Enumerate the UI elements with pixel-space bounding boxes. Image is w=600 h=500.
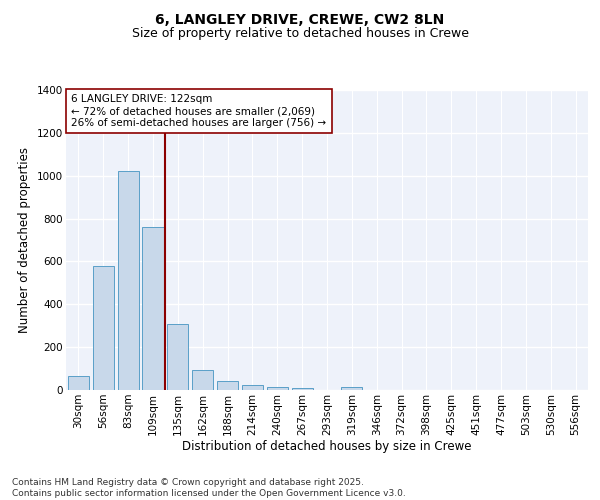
Bar	[192, 370, 213, 390]
Text: 6 LANGLEY DRIVE: 122sqm
← 72% of detached houses are smaller (2,069)
26% of semi: 6 LANGLEY DRIVE: 122sqm ← 72% of detache…	[71, 94, 326, 128]
Bar	[341, 388, 362, 390]
Bar	[142, 227, 164, 390]
Bar	[217, 381, 238, 390]
Text: Size of property relative to detached houses in Crewe: Size of property relative to detached ho…	[131, 28, 469, 40]
Text: Contains HM Land Registry data © Crown copyright and database right 2025.
Contai: Contains HM Land Registry data © Crown c…	[12, 478, 406, 498]
Text: 6, LANGLEY DRIVE, CREWE, CW2 8LN: 6, LANGLEY DRIVE, CREWE, CW2 8LN	[155, 12, 445, 26]
Bar	[292, 388, 313, 390]
X-axis label: Distribution of detached houses by size in Crewe: Distribution of detached houses by size …	[182, 440, 472, 454]
Bar	[267, 387, 288, 390]
Y-axis label: Number of detached properties: Number of detached properties	[19, 147, 31, 333]
Bar	[93, 266, 114, 390]
Bar	[68, 376, 89, 390]
Bar	[118, 172, 139, 390]
Bar	[167, 324, 188, 390]
Bar	[242, 386, 263, 390]
